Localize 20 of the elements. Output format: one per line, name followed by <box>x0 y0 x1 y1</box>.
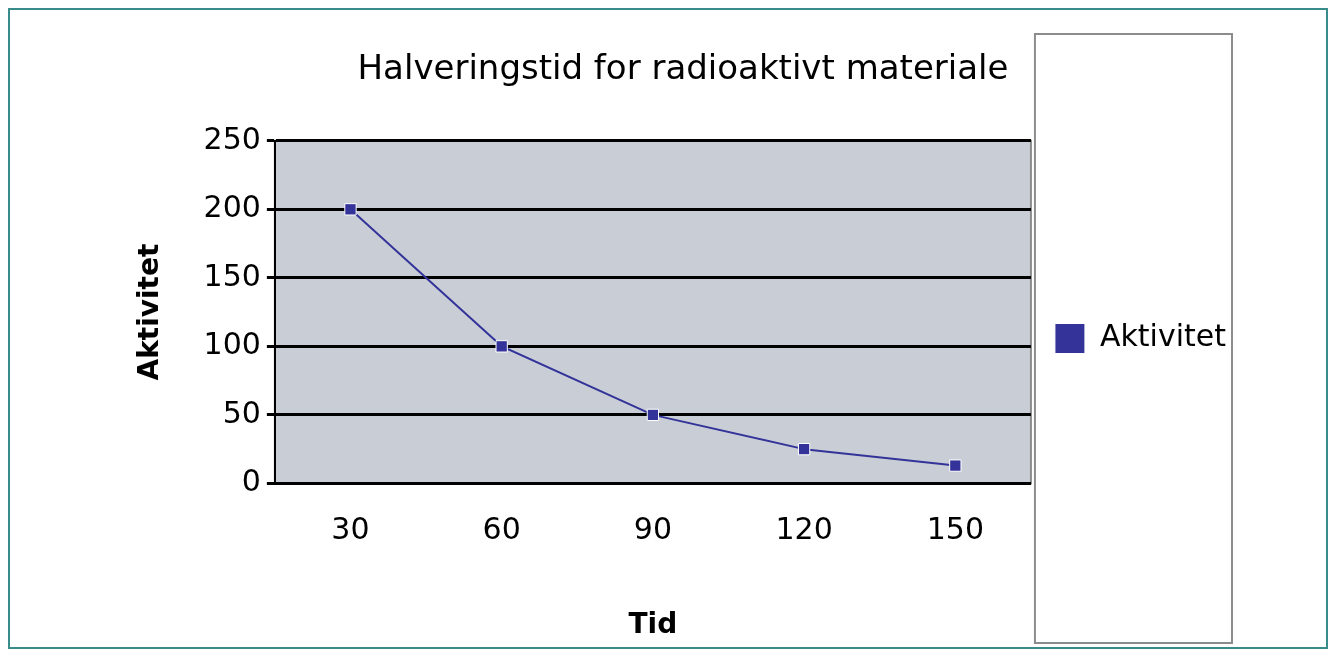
x-tick-label: 30 <box>331 511 370 547</box>
point <box>646 408 660 422</box>
y-tick-label: 250 <box>203 120 261 156</box>
x-axis-title: Tid <box>628 607 678 641</box>
point <box>344 203 357 216</box>
y-axis-title: Aktivitet <box>132 243 166 381</box>
x-tick-label: 120 <box>775 511 833 547</box>
chart-title: Halveringstid for radioaktivt materiale <box>357 47 1009 88</box>
x-tick-label: 60 <box>482 511 521 547</box>
y-tick-label: 200 <box>203 189 261 225</box>
x-tick-label: 90 <box>633 511 672 547</box>
y-tick-label: 0 <box>241 463 261 499</box>
y-tick-label: 150 <box>203 257 261 293</box>
y-tick-label: 50 <box>222 394 261 430</box>
point <box>495 340 508 353</box>
y-tick-label: 100 <box>203 326 261 362</box>
x-tick-label: 150 <box>926 511 984 547</box>
point <box>949 459 962 472</box>
point <box>797 442 811 456</box>
legend-label: Aktivitet <box>1099 318 1227 354</box>
